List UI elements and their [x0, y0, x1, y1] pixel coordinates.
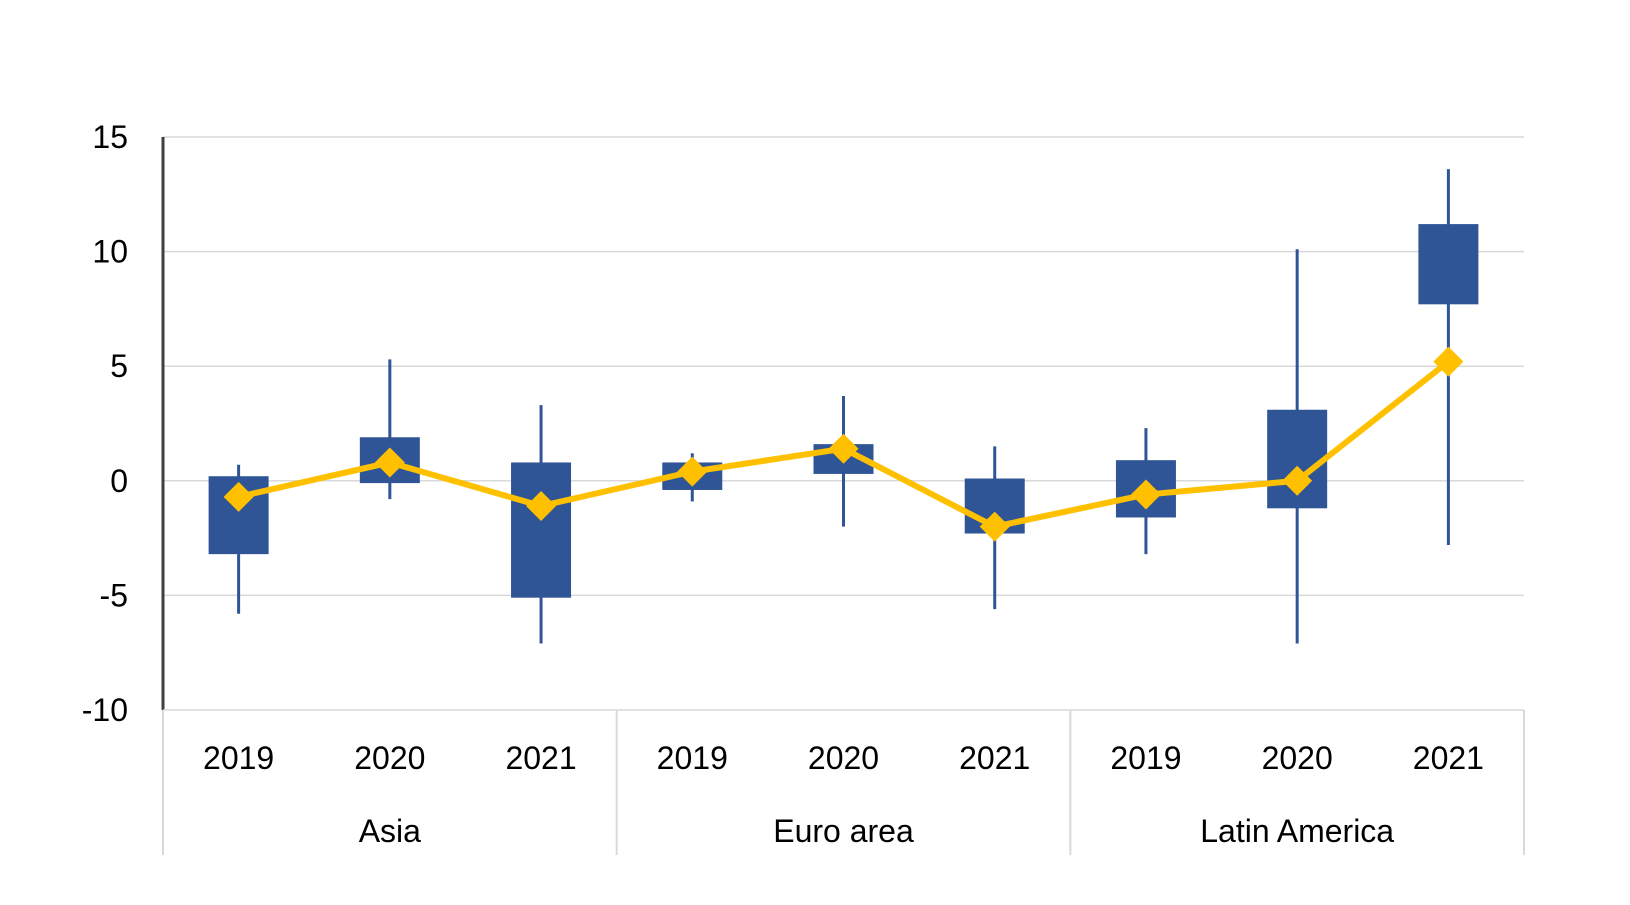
group-label: Asia [359, 813, 421, 849]
mean-marker [1433, 346, 1464, 377]
y-tick-label: 10 [92, 234, 128, 270]
x-tick-label: 2021 [505, 740, 576, 776]
mean-marker [1130, 479, 1161, 510]
mean-marker [677, 456, 708, 487]
mean-marker [1282, 465, 1313, 496]
mean-marker [979, 511, 1010, 542]
y-tick-label: 0 [110, 463, 128, 499]
x-tick-label: 2019 [1110, 740, 1181, 776]
y-tick-label: -5 [100, 577, 128, 613]
group-label: Euro area [773, 813, 914, 849]
x-tick-label: 2020 [1262, 740, 1333, 776]
axes [161, 137, 1525, 855]
x-tick-label: 2019 [657, 740, 728, 776]
x-tick-label: 2021 [1413, 740, 1484, 776]
y-tick-label: -10 [82, 692, 128, 728]
y-tick-label: 15 [92, 119, 128, 155]
box [511, 462, 572, 598]
mean-marker [828, 433, 859, 464]
mean-marker [223, 481, 254, 512]
group-label: Latin America [1200, 813, 1394, 849]
whiskers [237, 169, 1450, 644]
box [1418, 224, 1479, 305]
x-tick-label: 2020 [354, 740, 425, 776]
mean-markers [223, 346, 1464, 542]
y-tick-label: 5 [110, 348, 128, 384]
mean-marker [526, 491, 557, 522]
x-tick-label: 2021 [959, 740, 1030, 776]
mean-marker [374, 447, 405, 478]
labels: 15 10 5 0 -5 -10 2019 2020 2021 Asia 2019 2020 2021 E… [82, 119, 1484, 849]
x-tick-label: 2019 [203, 740, 274, 776]
x-tick-label: 2020 [808, 740, 879, 776]
